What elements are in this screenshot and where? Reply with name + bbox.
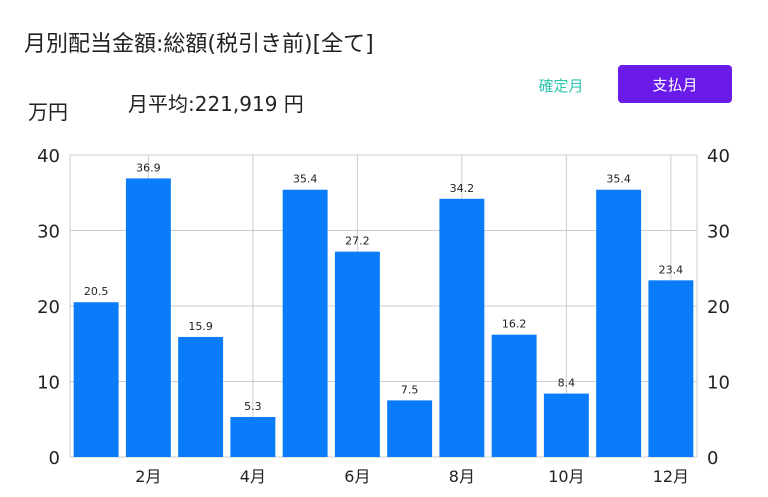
bar-5月	[282, 189, 328, 458]
data-label-8月: 34.2	[450, 182, 475, 195]
bar-1月	[73, 302, 119, 457]
y-tick-label-left: 30	[37, 222, 60, 243]
data-label-2月: 36.9	[136, 161, 161, 174]
data-label-9月: 16.2	[502, 318, 527, 331]
x-tick-label: 12月	[653, 467, 689, 486]
bar-10月	[543, 393, 589, 457]
y-axis-unit-label: 万円	[28, 100, 68, 124]
y-tick-label-right: 20	[707, 297, 730, 318]
data-label-3月: 15.9	[188, 320, 213, 333]
data-label-5月: 35.4	[293, 173, 318, 186]
bar-11月	[596, 189, 642, 458]
bar-4月	[230, 416, 276, 457]
tab-payment-month[interactable]: 支払月	[618, 65, 732, 103]
x-tick-label: 4月	[240, 467, 266, 486]
bar-2月	[125, 178, 171, 457]
data-label-6月: 27.2	[345, 235, 370, 248]
data-label-12月: 23.4	[659, 263, 684, 276]
x-tick-label: 2月	[135, 467, 161, 486]
bar-3月	[178, 336, 224, 457]
monthly-average: 月平均:221,919 円	[128, 92, 304, 116]
data-label-10月: 8.4	[558, 377, 576, 390]
x-tick-label: 8月	[449, 467, 475, 486]
y-tick-label-right: 40	[707, 146, 730, 167]
y-tick-label-right: 30	[707, 222, 730, 243]
chart-title: 月別配当金額:総額(税引き前)[全て]	[24, 32, 374, 57]
tab-confirmed-month[interactable]: 確定月	[526, 70, 596, 100]
label-layer: 0 0 10 10 20 20 30 30 40 40 20.5 36.9 15.9 5.3 35.4 27.…	[37, 146, 730, 486]
bar-9月	[491, 334, 537, 457]
bar-12月	[648, 280, 694, 457]
x-tick-label: 10月	[548, 467, 584, 486]
y-tick-label-right: 10	[707, 373, 730, 394]
y-tick-label-left: 40	[37, 146, 60, 167]
y-tick-label-left: 20	[37, 297, 60, 318]
bar-layer	[73, 178, 694, 458]
y-tick-label-right: 0	[707, 448, 718, 469]
data-label-4月: 5.3	[244, 400, 262, 413]
y-tick-label-left: 10	[37, 373, 60, 394]
data-label-1月: 20.5	[84, 285, 109, 298]
bar-6月	[334, 251, 380, 457]
bar-8月	[439, 198, 485, 458]
data-label-11月: 35.4	[606, 173, 631, 186]
bar-7月	[387, 400, 433, 457]
data-label-7月: 7.5	[401, 383, 419, 396]
y-tick-label-left: 0	[49, 448, 60, 469]
x-tick-label: 6月	[344, 467, 370, 486]
